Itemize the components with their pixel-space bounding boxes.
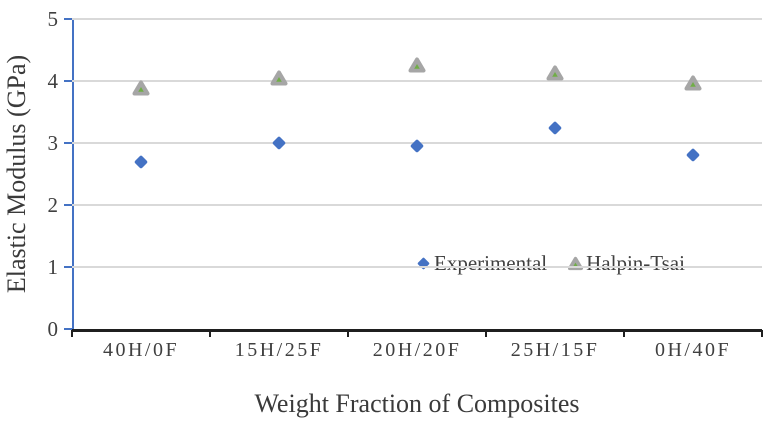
triangle-icon	[567, 256, 584, 271]
legend-label: Halpin-Tsai	[586, 251, 685, 275]
marker-halpin-tsai	[684, 75, 703, 92]
diamond-icon	[417, 257, 430, 270]
triangle-icon	[546, 65, 564, 81]
gridline	[72, 266, 762, 268]
x-axis-tick	[71, 330, 73, 337]
marker-experimental	[271, 135, 287, 151]
marker-halpin-tsai	[270, 70, 289, 87]
y-tick-label: 3	[47, 131, 59, 155]
triangle-icon	[684, 75, 702, 91]
x-axis-tick	[485, 330, 487, 337]
legend-label: Experimental	[434, 251, 548, 275]
y-axis-tick	[64, 80, 72, 82]
y-axis-tick	[64, 18, 72, 20]
x-axis-line	[72, 329, 762, 332]
x-tick-label: 40H/0F	[102, 339, 180, 361]
marker-experimental	[409, 139, 425, 154]
triangle-icon	[568, 256, 584, 271]
marker-experimental	[133, 154, 149, 169]
triangle-icon	[408, 57, 426, 73]
y-axis-tick	[64, 328, 72, 330]
triangle-icon	[132, 80, 150, 96]
marker-experimental	[547, 120, 563, 135]
legend: Experimental Halpin-Tsai	[416, 251, 685, 276]
y-axis-tick	[64, 204, 72, 206]
triangle-icon	[270, 70, 288, 86]
x-tick-label: 20H/20F	[372, 339, 462, 361]
x-tick-label: 0H/40F	[654, 339, 732, 361]
x-axis-title: Weight Fraction of Composites	[254, 389, 580, 418]
y-axis-line	[72, 19, 74, 332]
y-axis-tick	[64, 142, 72, 144]
x-axis-tick	[761, 330, 763, 337]
x-tick-label: 15H/25F	[234, 339, 324, 361]
x-axis-tick	[347, 330, 349, 337]
gridline	[72, 204, 762, 206]
y-tick-label: 5	[47, 7, 59, 31]
x-tick-label: 25H/15F	[510, 339, 600, 361]
x-axis-tick	[209, 330, 211, 337]
y-tick-label: 4	[47, 69, 59, 93]
marker-halpin-tsai	[132, 80, 151, 97]
gridline	[72, 80, 762, 82]
marker-halpin-tsai	[408, 56, 427, 73]
y-axis-tick	[64, 266, 72, 268]
gridline	[72, 18, 762, 20]
y-tick-label: 2	[47, 193, 59, 217]
x-axis-tick	[623, 330, 625, 337]
marker-experimental	[685, 148, 701, 163]
marker-halpin-tsai	[546, 65, 565, 82]
legend-item-experimental: Experimental	[416, 251, 547, 276]
plot-area: Experimental Halpin-Tsai 0 1 2 3 4 5 40H/0F 15H…	[48, 7, 763, 361]
legend-item-halpin-tsai: Halpin-Tsai	[567, 251, 685, 276]
y-tick-label: 0	[47, 317, 59, 341]
y-tick-label: 1	[47, 255, 59, 279]
